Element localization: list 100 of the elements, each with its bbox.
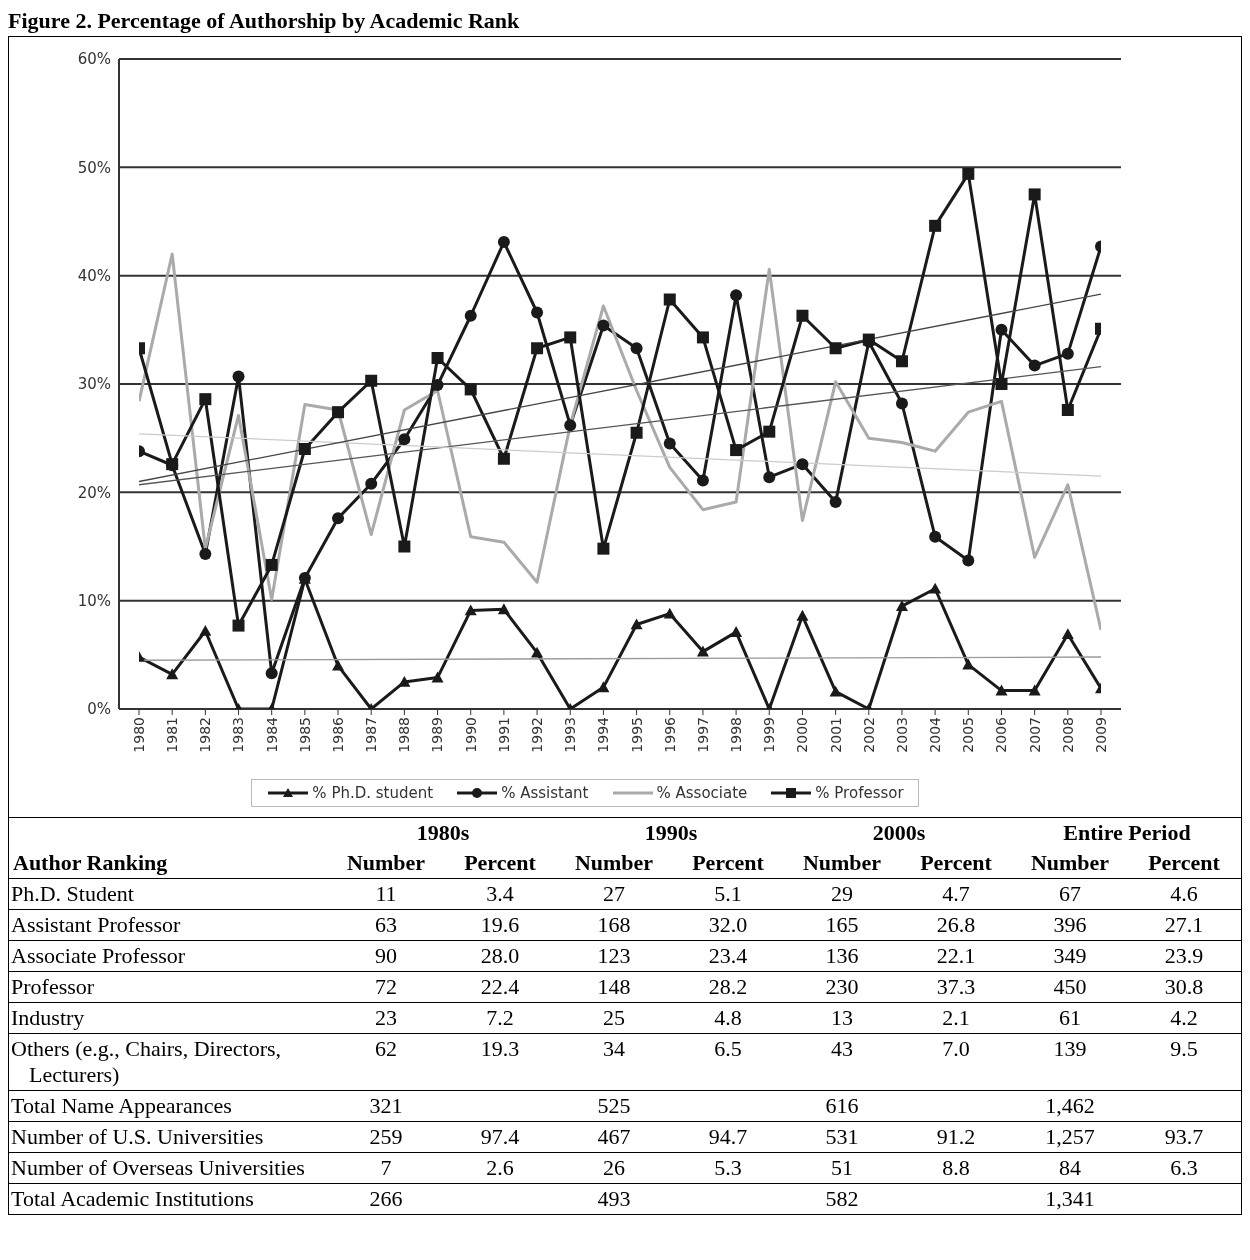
text: 525: [597, 1093, 631, 1118]
text: 396: [1053, 912, 1087, 937]
point: [431, 671, 444, 683]
text: 34: [603, 1036, 625, 1061]
point: [796, 309, 809, 322]
point: [730, 626, 743, 637]
point: [995, 378, 1008, 390]
x-tick-label: 1989: [429, 717, 446, 753]
point: [1028, 684, 1041, 696]
text: 19.3: [480, 1036, 520, 1061]
text: 11: [375, 881, 397, 906]
x-tick-label: 2003: [893, 717, 910, 753]
category-label: Percent: [463, 849, 537, 877]
point: [232, 370, 245, 383]
text: 97.4: [480, 1124, 520, 1149]
text: 493: [597, 1186, 631, 1211]
text: Entire Period: [1062, 819, 1192, 847]
legend-label: % Assistant: [501, 784, 589, 802]
point: [431, 379, 444, 392]
point: [597, 681, 610, 693]
text: 168: [597, 912, 631, 937]
text: 4.2: [1170, 1005, 1198, 1030]
text: 29: [831, 881, 853, 906]
text: 450: [1053, 974, 1087, 999]
text: 72: [375, 974, 397, 999]
text: 266: [369, 1186, 403, 1211]
text: 91.2: [936, 1124, 976, 1149]
text: 13: [831, 1005, 853, 1030]
point: [332, 406, 345, 419]
text: 23.4: [708, 943, 748, 968]
category-label: Professor: [11, 974, 95, 999]
point: [398, 433, 411, 446]
point: [232, 619, 245, 632]
text: 582: [825, 1186, 859, 1211]
text: 5.3: [714, 1155, 742, 1180]
point: [929, 582, 942, 594]
point: [763, 425, 776, 438]
text: 3.4: [486, 881, 514, 906]
point: [166, 668, 179, 680]
text: 230: [825, 974, 859, 999]
x-tick-label: 1990: [462, 717, 479, 753]
x-tick-label: 1983: [230, 717, 247, 753]
point: [663, 437, 676, 450]
text: 90: [375, 943, 397, 968]
text: 7.2: [486, 1005, 514, 1030]
text: 19.6: [480, 912, 520, 937]
point: [630, 426, 643, 439]
text: 94.7: [708, 1124, 748, 1149]
x-tick-label: 1986: [329, 716, 346, 753]
text: 467: [597, 1124, 631, 1149]
text: 1,462: [1045, 1093, 1095, 1118]
text: 1990s: [643, 819, 699, 847]
point: [730, 289, 743, 302]
x-tick-label: 1981: [164, 717, 181, 753]
point: [497, 452, 510, 465]
point: [199, 548, 212, 561]
x-tick-label: 1987: [363, 717, 380, 753]
text: 43: [831, 1036, 853, 1061]
point: [332, 512, 345, 525]
x-tick-label: 1991: [495, 717, 512, 753]
point: [829, 342, 842, 355]
x-tick-label: 2004: [927, 716, 944, 753]
text: 349: [1053, 943, 1087, 968]
text: 23.9: [1164, 943, 1204, 968]
category-label: Total Academic Institutions: [11, 1186, 254, 1211]
point: [464, 309, 477, 322]
text: 1,257: [1045, 1124, 1095, 1149]
text: 531: [825, 1124, 859, 1149]
text: 1,341: [1045, 1186, 1095, 1211]
category-label: Assistant Professor: [11, 912, 181, 937]
legend-label: % Associate: [656, 784, 748, 802]
category-label: Number: [1029, 849, 1111, 877]
point: [829, 496, 842, 509]
x-tick-label: 2007: [1026, 717, 1043, 753]
point: [597, 542, 610, 555]
text: 2000s: [871, 819, 927, 847]
point: [464, 604, 477, 616]
text: 1980s: [415, 819, 471, 847]
text: 4.8: [714, 1005, 742, 1030]
chart-title: Figure 2. Percentage of Authorship by Academic Rank: [8, 8, 521, 34]
text: 62: [375, 1036, 397, 1061]
category-label: Number of U.S. Universities: [11, 1124, 264, 1149]
point: [564, 419, 577, 432]
text: 28.2: [708, 974, 748, 999]
x-tick-label: 1996: [661, 716, 678, 753]
text: 6.5: [714, 1036, 742, 1061]
text: 2.1: [942, 1005, 970, 1030]
point: [431, 352, 444, 364]
point: [597, 319, 610, 332]
point: [895, 355, 908, 368]
point: [630, 618, 643, 630]
text: 259: [369, 1124, 403, 1149]
x-tick-label: 1985: [296, 717, 313, 753]
category-label: Percent: [1147, 849, 1221, 877]
category-label: Industry: [11, 1005, 85, 1030]
point: [995, 323, 1008, 336]
point: [365, 477, 378, 490]
point: [332, 659, 345, 671]
x-tick-label: 2005: [960, 717, 977, 753]
point: [199, 393, 212, 406]
